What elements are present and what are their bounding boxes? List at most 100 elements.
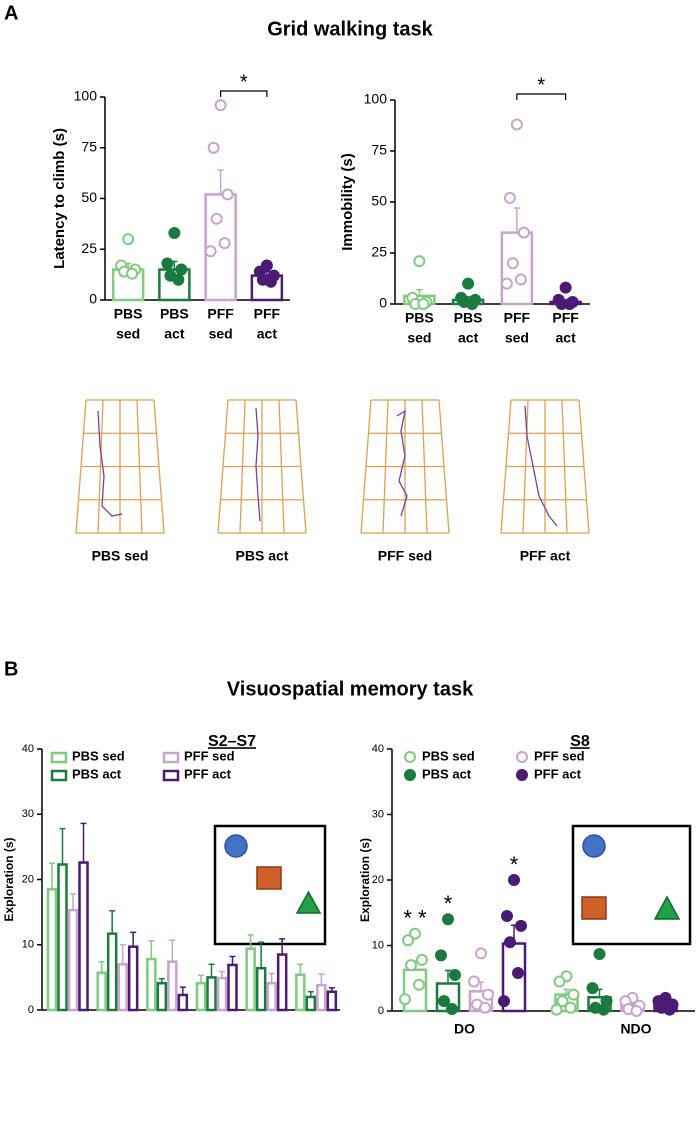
data-point bbox=[207, 141, 220, 154]
y-tick-label: 0 bbox=[28, 1004, 34, 1016]
data-point bbox=[172, 273, 185, 286]
data-point bbox=[218, 237, 231, 250]
bar bbox=[167, 960, 178, 1012]
x-tick-label: act bbox=[257, 326, 278, 342]
data-point bbox=[514, 273, 527, 286]
x-tick-label: act bbox=[458, 330, 479, 346]
grid-rail bbox=[75, 399, 87, 534]
data-point bbox=[508, 874, 520, 886]
y-tick-label: 25 bbox=[81, 240, 97, 256]
y-tick-label: 0 bbox=[89, 291, 97, 307]
x-tick-label: sed bbox=[505, 330, 529, 346]
data-point bbox=[517, 226, 530, 239]
y-tick-label: 50 bbox=[81, 189, 97, 205]
y-axis-label: Exploration (s) bbox=[2, 837, 16, 921]
data-point bbox=[468, 975, 480, 988]
trace-label: PFF sed bbox=[378, 548, 432, 564]
y-tick-label: 0 bbox=[379, 295, 387, 311]
significance-mark: * * bbox=[403, 906, 427, 931]
y-tick-label: 10 bbox=[22, 939, 34, 951]
data-point bbox=[161, 257, 174, 270]
object-square bbox=[256, 866, 282, 890]
bar bbox=[78, 861, 89, 1012]
y-tick-label: 75 bbox=[81, 138, 97, 154]
bar bbox=[245, 947, 256, 1012]
data-point bbox=[500, 277, 513, 290]
data-point bbox=[597, 1003, 610, 1016]
data-point bbox=[586, 982, 599, 995]
data-point bbox=[559, 281, 572, 294]
chart: 0 10 20 30 40 Exploration (s) S8 DO NDO * * * * PBS … bbox=[358, 733, 695, 1037]
legend-label: PFF sed bbox=[534, 748, 585, 763]
walk-trace bbox=[396, 409, 408, 517]
data-point bbox=[409, 927, 421, 940]
data-point bbox=[417, 298, 430, 310]
data-point bbox=[122, 233, 135, 246]
object-triangle bbox=[653, 895, 681, 920]
object-inset bbox=[571, 824, 692, 946]
object-triangle bbox=[295, 890, 322, 914]
walk-trace bbox=[97, 410, 123, 517]
bar bbox=[106, 932, 118, 1012]
data-point bbox=[416, 953, 428, 966]
chart: 0 25 50 75 100 Immobility (s) PBS sed PBS act PFF s… bbox=[339, 74, 590, 346]
chart: 0 10 20 30 40 Exploration (s) S2–S7 PBS sed PBS … bbox=[2, 733, 340, 1016]
x-tick-label: PBS bbox=[405, 310, 434, 326]
legend-swatch bbox=[404, 769, 416, 781]
data-point bbox=[510, 118, 523, 131]
legend-swatch bbox=[516, 751, 528, 763]
x-tick-label: sed bbox=[407, 330, 431, 346]
bar bbox=[206, 976, 217, 1012]
bar bbox=[127, 945, 139, 1012]
x-tick-label: act bbox=[556, 330, 577, 346]
chart-title: S2–S7 bbox=[208, 733, 256, 750]
data-point bbox=[438, 995, 450, 1008]
grid-rail bbox=[578, 399, 590, 534]
trace-label: PBS sed bbox=[92, 548, 149, 564]
y-axis-label: Latency to climb (s) bbox=[51, 128, 68, 269]
bar bbox=[57, 863, 68, 1012]
bar bbox=[500, 231, 534, 306]
y-tick-label: 30 bbox=[372, 808, 384, 820]
trace-label: PBS act bbox=[236, 548, 289, 564]
bar bbox=[266, 981, 277, 1012]
data-point bbox=[462, 277, 475, 290]
object-circle bbox=[582, 834, 606, 858]
y-tick-label: 100 bbox=[364, 91, 388, 107]
legend-swatch bbox=[162, 751, 180, 764]
grid-rail bbox=[438, 399, 450, 534]
grid-rail bbox=[217, 399, 229, 534]
grid-rail bbox=[239, 399, 246, 534]
bar bbox=[67, 908, 79, 1012]
data-point bbox=[630, 1005, 643, 1017]
grid-apparatus bbox=[500, 399, 590, 534]
data-point bbox=[501, 910, 513, 923]
significance-bracket bbox=[220, 90, 268, 97]
y-tick-label: 50 bbox=[371, 193, 387, 209]
grid-rail bbox=[278, 399, 285, 534]
data-point bbox=[399, 993, 411, 1006]
y-tick-label: 30 bbox=[22, 808, 34, 820]
data-point bbox=[264, 275, 277, 288]
trace-label: PFF act bbox=[520, 548, 571, 564]
grid-rail bbox=[136, 399, 143, 534]
x-tick-label: act bbox=[164, 326, 185, 342]
data-point bbox=[405, 959, 417, 972]
legend-label: PFF act bbox=[534, 766, 582, 781]
grid-rail bbox=[522, 399, 529, 534]
panel-label: A bbox=[4, 2, 18, 24]
data-point bbox=[556, 995, 569, 1008]
data-point bbox=[413, 978, 425, 991]
data-point bbox=[126, 267, 139, 280]
legend-swatch bbox=[162, 769, 180, 782]
bar bbox=[255, 966, 267, 1012]
grid-rail bbox=[153, 399, 165, 534]
bar bbox=[46, 888, 58, 1012]
data-point bbox=[567, 988, 580, 1001]
y-tick-label: 40 bbox=[22, 743, 34, 755]
x-tick-label: PFF bbox=[254, 306, 281, 322]
data-point bbox=[413, 255, 426, 268]
significance-mark: * bbox=[444, 891, 453, 916]
data-point bbox=[593, 948, 606, 961]
